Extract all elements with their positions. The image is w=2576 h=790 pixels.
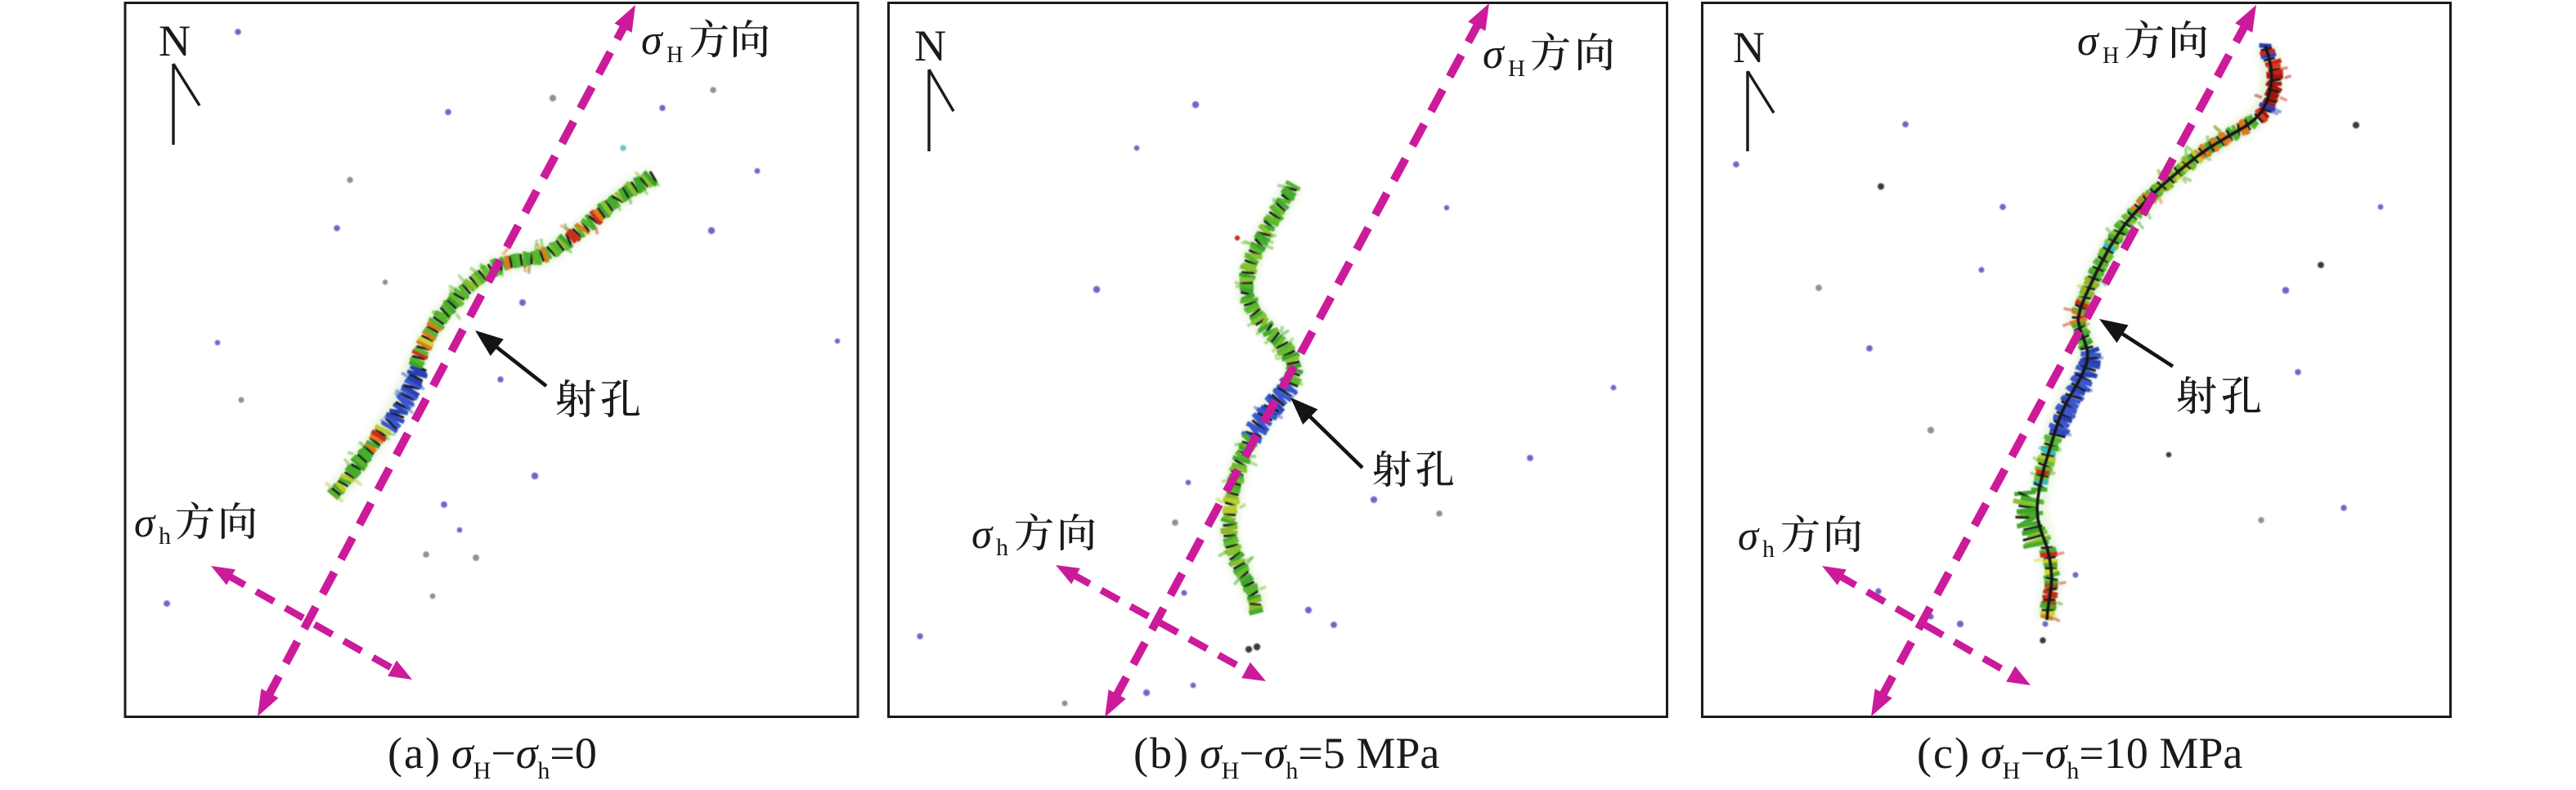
svg-text:H: H: [666, 43, 683, 68]
svg-text:H: H: [2103, 43, 2119, 69]
svg-text:σ: σ: [972, 512, 994, 558]
svg-text:N: N: [159, 16, 191, 65]
svg-text:N: N: [914, 21, 946, 70]
svg-text:h: h: [159, 523, 171, 550]
svg-text:h: h: [996, 534, 1008, 561]
svg-text:σ: σ: [1738, 514, 1760, 559]
svg-text:(b)σH−σh=5 MPa: (b) σH−σh=5 MPa: [1133, 729, 1439, 784]
svg-text:σ: σ: [1483, 31, 1506, 78]
svg-text:H: H: [1508, 56, 1525, 82]
svg-text:(a)σH−σh=0: (a) σH−σh=0: [388, 729, 597, 784]
svg-text:h: h: [1762, 536, 1775, 563]
svg-text:σ: σ: [134, 500, 156, 546]
svg-text:(c)σH−σh=10 MPa: (c) σH−σh=10 MPa: [1917, 729, 2242, 784]
svg-text:σ: σ: [2077, 18, 2100, 65]
svg-text:N: N: [1733, 23, 1765, 72]
svg-text:σ: σ: [641, 17, 664, 64]
